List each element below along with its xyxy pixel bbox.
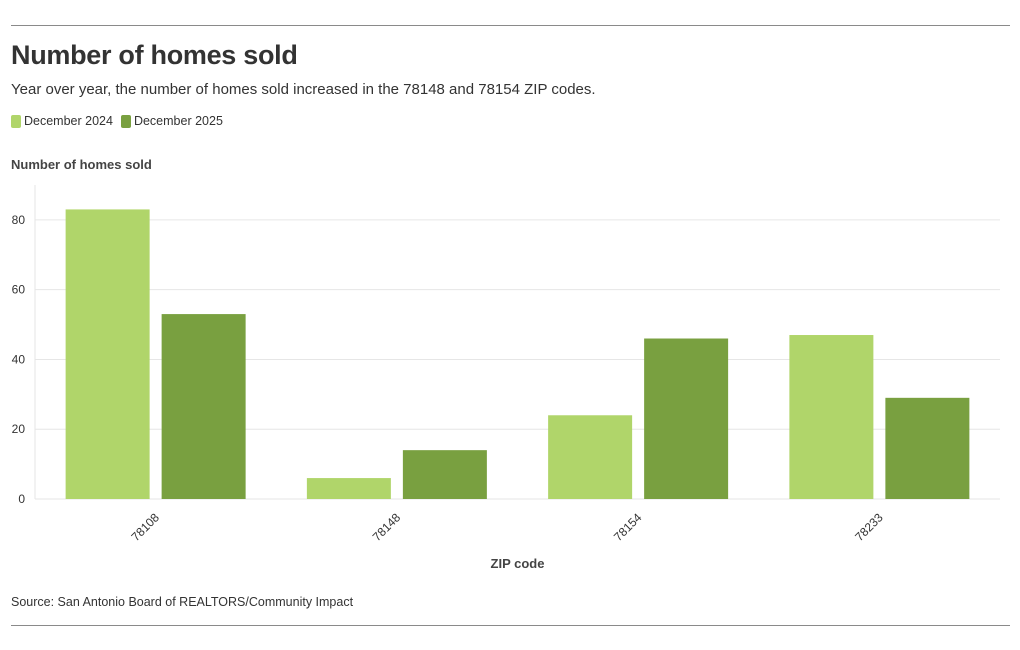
bar-78148-2024[interactable]	[306, 478, 391, 499]
bar-78148-2025[interactable]	[402, 450, 487, 499]
bar-78233-2025[interactable]	[885, 397, 970, 499]
x-tick-label: 78233	[852, 510, 886, 544]
x-tick-label: 78148	[370, 510, 404, 544]
bar-chart: 0 20 40 60 80 78108 78148 78154 78233	[12, 185, 1000, 544]
legend-item-december-2024[interactable]: December 2024	[11, 114, 113, 128]
x-tick-label: 78154	[611, 510, 645, 544]
x-axis-title: ZIP code	[490, 556, 545, 571]
y-tick-label: 0	[18, 492, 25, 506]
legend-swatch-2025	[120, 114, 131, 128]
y-tick-label: 80	[12, 213, 26, 227]
legend-label-2024: December 2024	[24, 114, 113, 128]
bar-78233-2024[interactable]	[789, 335, 874, 499]
bottom-rule	[11, 625, 1010, 626]
y-axis-title: Number of homes sold	[11, 157, 152, 172]
bar-78108-2024[interactable]	[65, 209, 150, 499]
legend: December 2024 December 2025	[11, 114, 231, 128]
y-axis-ticks: 0 20 40 60 80	[12, 213, 26, 506]
chart-title: Number of homes sold	[11, 40, 298, 70]
x-axis-ticks: 78108 78148 78154 78233	[128, 510, 885, 544]
legend-label-2025: December 2025	[133, 114, 223, 128]
y-tick-label: 20	[12, 422, 26, 436]
legend-swatch-2024	[11, 114, 21, 128]
chart-subtitle: Year over year, the number of homes sold…	[11, 81, 596, 98]
y-tick-label: 60	[12, 283, 26, 297]
bar-78154-2025[interactable]	[644, 338, 729, 499]
legend-item-december-2025[interactable]: December 2025	[120, 114, 223, 128]
top-rule	[11, 25, 1010, 26]
y-tick-label: 40	[12, 352, 26, 366]
bar-78154-2024[interactable]	[548, 415, 633, 499]
x-tick-label: 78108	[128, 510, 162, 544]
bars	[65, 209, 970, 499]
bar-78108-2025[interactable]	[161, 314, 246, 499]
source-note: Source: San Antonio Board of REALTORS/Co…	[11, 595, 354, 609]
